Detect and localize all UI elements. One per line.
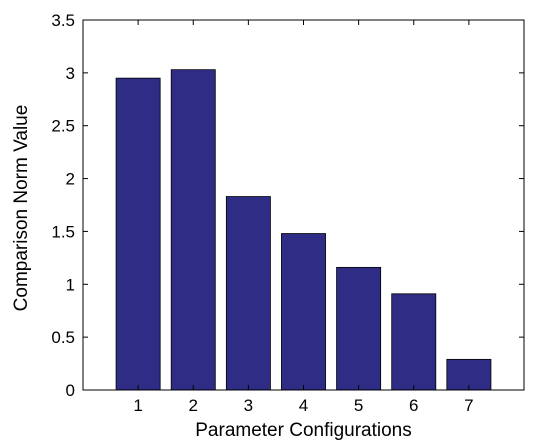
bar-3 — [225, 196, 271, 391]
x-tick-label: 2 — [189, 396, 198, 415]
bar-2 — [170, 69, 216, 391]
x-tick-label: 4 — [299, 396, 308, 415]
x-ticks-group: 1 2 3 4 5 6 7 — [133, 20, 474, 415]
y-tick-label: 3.5 — [51, 11, 75, 30]
bars-group — [115, 69, 492, 391]
y-tick-label: 2 — [66, 170, 75, 189]
x-tick-label: 7 — [464, 396, 473, 415]
y-tick-label: 1.5 — [51, 222, 75, 241]
y-tick-label: 3 — [66, 64, 75, 83]
y-axis-label: Comparison Norm Value — [11, 105, 32, 312]
y-tick-label: 2.5 — [51, 117, 75, 136]
bar-4 — [281, 233, 326, 391]
bar-7 — [446, 358, 492, 391]
bar-5 — [336, 266, 382, 391]
x-tick-label: 1 — [133, 396, 142, 415]
bar-6 — [391, 293, 437, 391]
bar-1 — [115, 77, 161, 391]
y-tick-label: 1 — [66, 275, 75, 294]
x-tick-label: 3 — [244, 396, 253, 415]
y-tick-label: 0.5 — [51, 328, 75, 347]
x-axis-label: Parameter Configurations — [195, 420, 412, 441]
y-tick-label: 0 — [66, 381, 75, 400]
x-tick-label: 6 — [409, 396, 418, 415]
x-tick-label: 5 — [354, 396, 363, 415]
y-ticks-group: 0 0.5 1 1.5 2 2.5 3 3.5 — [51, 11, 524, 400]
